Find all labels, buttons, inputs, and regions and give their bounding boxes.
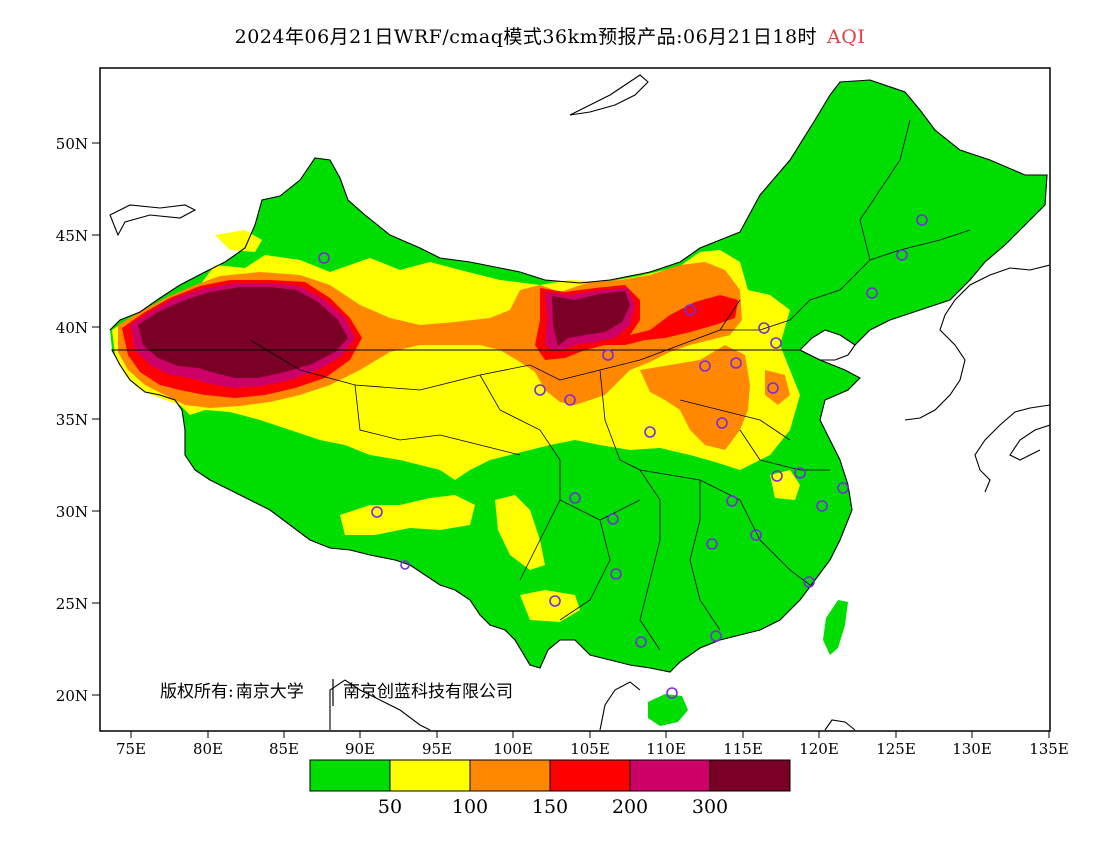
legend-swatch-3 <box>549 759 631 792</box>
station-marker <box>607 513 619 525</box>
legend-label: 100 <box>452 796 488 818</box>
lat-tick-label: 20N <box>56 687 88 705</box>
lat-tick-label: 30N <box>56 503 88 521</box>
lon-tick-label: 135E <box>1029 740 1069 758</box>
copyright-text: 版权所有: 南京大学 <box>160 682 304 702</box>
legend-swatch-0 <box>309 759 391 792</box>
station-marker <box>610 568 622 580</box>
map-title: 2024年06月21日WRF/cmaq模式36km预报产品:06月21日18时 A… <box>0 22 1100 49</box>
lon-tick-label: 85E <box>269 740 299 758</box>
station-marker <box>816 500 828 512</box>
aqi-region-yellow-sichuan <box>495 495 545 570</box>
station-marker <box>750 529 762 541</box>
aqi-region-maroon-tarim <box>138 287 348 378</box>
station-marker <box>706 538 718 550</box>
bohai-coast <box>799 329 856 361</box>
lat-tick-label: 25N <box>56 595 88 613</box>
china-border <box>109 79 1048 673</box>
copyright-prefix: 版权所有: <box>160 682 234 702</box>
copyright-org1: 南京大学 <box>236 682 304 702</box>
station-marker <box>896 249 908 261</box>
monitoring-stations <box>318 214 928 699</box>
station-marker <box>569 492 581 504</box>
lon-tick-label: 90E <box>345 740 375 758</box>
station-marker <box>602 349 614 361</box>
legend-swatch-1 <box>389 759 471 792</box>
lon-tick-label: 100E <box>493 740 533 758</box>
station-marker <box>803 576 815 588</box>
station-marker <box>767 382 779 394</box>
legend-label: 200 <box>612 796 648 818</box>
copyright-org2: 南京创蓝科技有限公司 <box>343 682 513 702</box>
station-marker <box>710 630 722 642</box>
lat-tick-label: 45N <box>56 227 88 245</box>
station-marker <box>794 467 806 479</box>
station-marker <box>771 470 783 482</box>
lon-tick-label: 95E <box>422 740 452 758</box>
map-body: 版权所有: 南京大学 南京创蓝科技有限公司 <box>109 74 1050 731</box>
station-marker <box>666 687 678 699</box>
lat-axis: 50N 45N 40N 35N 30N 25N 20N <box>56 135 100 705</box>
station-marker <box>534 384 546 396</box>
foreign-coasts <box>109 74 1050 731</box>
station-marker <box>644 426 656 438</box>
aqi-region-maroon-ordos <box>552 291 630 346</box>
legend-swatch-2 <box>469 759 551 792</box>
legend-label: 300 <box>692 796 728 818</box>
lon-tick-label: 130E <box>952 740 992 758</box>
station-marker <box>770 337 782 349</box>
lon-axis: 75E 80E 85E 90E 95E 100E 105E 110E 115E … <box>116 731 1069 758</box>
aqi-region-taiwan <box>823 600 848 655</box>
title-main: 2024年06月21日WRF/cmaq模式36km预报产品:06月21日18时 <box>234 26 818 48</box>
station-marker <box>400 560 410 570</box>
lat-tick-label: 35N <box>56 411 88 429</box>
legend-swatch-5 <box>709 759 791 792</box>
aqi-region-hainan <box>648 694 688 726</box>
legend-label: 50 <box>378 796 402 818</box>
aqi-region-orange-north-china <box>640 345 750 450</box>
lon-tick-label: 120E <box>799 740 839 758</box>
aqi-region-yellow-anhui <box>770 470 800 500</box>
aqi-legend: 50 100 150 200 300 <box>309 759 791 818</box>
lon-tick-label: 80E <box>193 740 223 758</box>
lat-tick-label: 40N <box>56 319 88 337</box>
station-marker <box>318 252 330 264</box>
station-marker <box>684 304 696 316</box>
station-marker <box>716 417 728 429</box>
lon-tick-label: 75E <box>116 740 146 758</box>
station-marker <box>699 360 711 372</box>
station-marker <box>866 287 878 299</box>
station-marker <box>549 595 561 607</box>
lon-tick-label: 115E <box>723 740 763 758</box>
station-marker <box>635 636 647 648</box>
lon-tick-label: 105E <box>570 740 610 758</box>
station-marker <box>916 214 928 226</box>
station-marker <box>726 495 738 507</box>
station-marker <box>758 322 770 334</box>
province-lines <box>249 119 971 651</box>
station-marker <box>564 394 576 406</box>
aqi-region-yellow-tibet <box>340 495 475 535</box>
lon-tick-label: 125E <box>876 740 916 758</box>
lon-tick-label: 110E <box>646 740 686 758</box>
station-marker <box>837 482 849 494</box>
title-variable: AQI <box>827 26 866 48</box>
station-marker <box>730 357 742 369</box>
station-marker <box>371 506 383 518</box>
legend-label: 150 <box>532 796 568 818</box>
aqi-region-yellow-yunnan <box>520 590 580 622</box>
lat-tick-label: 50N <box>56 135 88 153</box>
legend-swatch-4 <box>629 759 711 792</box>
